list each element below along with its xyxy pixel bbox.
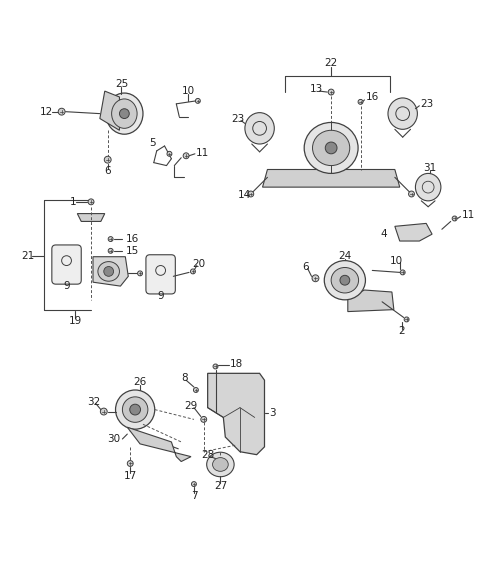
Polygon shape — [127, 427, 191, 462]
Ellipse shape — [245, 113, 274, 144]
Text: 2: 2 — [398, 326, 405, 336]
Circle shape — [452, 216, 457, 221]
Circle shape — [195, 99, 200, 103]
Circle shape — [312, 275, 319, 282]
Text: 10: 10 — [390, 255, 403, 266]
Circle shape — [400, 270, 405, 275]
Text: 19: 19 — [69, 317, 82, 326]
Text: 7: 7 — [191, 491, 197, 501]
Text: 9: 9 — [63, 281, 70, 291]
Polygon shape — [395, 223, 432, 241]
Text: 11: 11 — [461, 209, 475, 220]
Text: 28: 28 — [201, 449, 214, 459]
Circle shape — [58, 108, 65, 115]
Text: 25: 25 — [115, 79, 128, 89]
Text: 32: 32 — [87, 397, 101, 407]
Circle shape — [201, 416, 207, 422]
Text: 23: 23 — [231, 114, 245, 124]
Polygon shape — [208, 373, 264, 455]
Polygon shape — [348, 290, 394, 311]
Text: 31: 31 — [423, 163, 437, 173]
Ellipse shape — [331, 268, 359, 293]
Text: 6: 6 — [302, 262, 309, 272]
Text: 4: 4 — [380, 229, 387, 239]
Circle shape — [408, 191, 414, 197]
Circle shape — [120, 109, 129, 118]
Circle shape — [358, 100, 363, 104]
Text: 15: 15 — [125, 246, 139, 256]
Circle shape — [130, 404, 141, 415]
Ellipse shape — [388, 98, 418, 129]
Ellipse shape — [304, 122, 358, 173]
Circle shape — [192, 482, 196, 487]
Text: 20: 20 — [192, 259, 205, 269]
Polygon shape — [263, 170, 400, 187]
Ellipse shape — [112, 99, 137, 128]
Text: 18: 18 — [230, 359, 243, 368]
Polygon shape — [77, 213, 105, 222]
Text: 14: 14 — [238, 190, 252, 200]
Text: 1: 1 — [70, 197, 77, 207]
Ellipse shape — [213, 458, 228, 471]
Text: 9: 9 — [157, 291, 164, 301]
Circle shape — [340, 275, 350, 285]
Text: 30: 30 — [108, 434, 120, 444]
Circle shape — [100, 408, 107, 415]
Text: 22: 22 — [324, 58, 338, 68]
Ellipse shape — [122, 397, 148, 422]
Text: 16: 16 — [125, 234, 139, 244]
Text: 24: 24 — [338, 251, 351, 261]
Text: 26: 26 — [133, 377, 147, 387]
Circle shape — [127, 461, 133, 466]
Ellipse shape — [312, 130, 350, 166]
Ellipse shape — [98, 262, 120, 281]
Text: 3: 3 — [269, 408, 276, 417]
Circle shape — [167, 152, 172, 156]
Text: 21: 21 — [22, 251, 35, 261]
Circle shape — [213, 364, 218, 369]
Text: 16: 16 — [365, 92, 379, 102]
Text: 8: 8 — [181, 373, 188, 383]
Text: 17: 17 — [124, 471, 137, 481]
Circle shape — [328, 89, 334, 95]
Circle shape — [193, 388, 198, 392]
Ellipse shape — [116, 390, 155, 429]
Circle shape — [404, 317, 409, 322]
Text: 5: 5 — [149, 138, 156, 148]
Circle shape — [108, 237, 113, 241]
Ellipse shape — [324, 261, 365, 300]
Text: 11: 11 — [196, 148, 209, 158]
Circle shape — [138, 271, 143, 276]
Polygon shape — [93, 257, 128, 286]
Circle shape — [325, 142, 337, 154]
Ellipse shape — [106, 93, 143, 134]
Circle shape — [191, 269, 195, 274]
Circle shape — [248, 191, 254, 197]
Text: 6: 6 — [104, 167, 111, 177]
Circle shape — [108, 248, 113, 253]
Circle shape — [183, 153, 189, 159]
Text: 13: 13 — [310, 84, 323, 94]
Text: 29: 29 — [184, 401, 198, 410]
Text: 10: 10 — [181, 86, 194, 96]
Ellipse shape — [415, 173, 441, 201]
FancyBboxPatch shape — [146, 255, 175, 294]
FancyBboxPatch shape — [52, 245, 81, 284]
Ellipse shape — [207, 452, 234, 477]
Circle shape — [104, 156, 111, 163]
Polygon shape — [100, 91, 120, 130]
Text: 12: 12 — [39, 107, 53, 117]
Circle shape — [104, 266, 114, 276]
Text: 27: 27 — [214, 481, 227, 491]
Text: 23: 23 — [420, 99, 433, 109]
Circle shape — [88, 199, 94, 205]
